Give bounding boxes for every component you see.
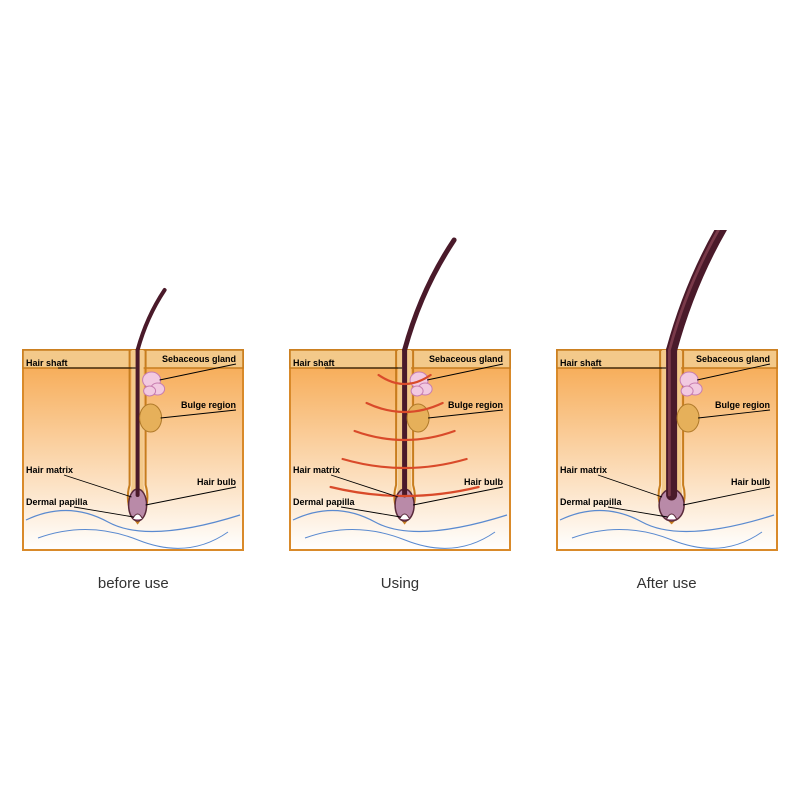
svg-text:Bulge region: Bulge region [715, 400, 770, 410]
svg-text:Dermal papilla: Dermal papilla [560, 497, 623, 507]
svg-text:Sebaceous gland: Sebaceous gland [696, 354, 770, 364]
svg-text:Hair shaft: Hair shaft [26, 358, 68, 368]
svg-text:Hair matrix: Hair matrix [560, 465, 607, 475]
panel-using: Hair shaft Sebaceous gland Bulge region Hai… [285, 230, 515, 570]
svg-text:Hair bulb: Hair bulb [197, 477, 237, 487]
panel-before: Hair shaft Sebaceous gland Bulge region Hai… [18, 230, 248, 570]
follicle-svg-using: Hair shaft Sebaceous gland Bulge region Hai… [285, 230, 515, 570]
diagram-row: Hair shaft Sebaceous gland Bulge region Hai… [0, 230, 800, 570]
svg-text:Hair matrix: Hair matrix [293, 465, 340, 475]
svg-text:Sebaceous gland: Sebaceous gland [429, 354, 503, 364]
follicle-svg-before: Hair shaft Sebaceous gland Bulge region Hai… [18, 230, 248, 570]
svg-text:Sebaceous gland: Sebaceous gland [162, 354, 236, 364]
svg-text:Hair shaft: Hair shaft [560, 358, 602, 368]
svg-text:Hair bulb: Hair bulb [464, 477, 504, 487]
caption-after: After use [552, 575, 782, 592]
caption-before: before use [18, 575, 248, 592]
svg-text:Bulge region: Bulge region [448, 400, 503, 410]
svg-text:Dermal papilla: Dermal papilla [26, 497, 89, 507]
svg-text:Hair shaft: Hair shaft [293, 358, 335, 368]
caption-using: Using [285, 575, 515, 592]
follicle-svg-after: Hair shaft Sebaceous gland Bulge region Hai… [552, 230, 782, 570]
svg-text:Hair bulb: Hair bulb [731, 477, 771, 487]
svg-text:Bulge region: Bulge region [181, 400, 236, 410]
svg-text:Dermal papilla: Dermal papilla [293, 497, 356, 507]
panel-after: Hair shaft Sebaceous gland Bulge region Hai… [552, 230, 782, 570]
svg-text:Hair matrix: Hair matrix [26, 465, 73, 475]
